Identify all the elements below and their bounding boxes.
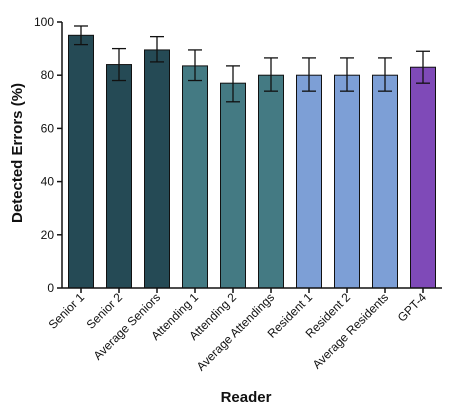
bar	[334, 74, 360, 289]
y-tick-label: 80	[41, 68, 55, 82]
y-tick-label: 20	[41, 228, 55, 242]
y-axis-ticks: 0 20 40 60 80 100	[34, 15, 62, 295]
y-axis-title: Detected Errors (%)	[9, 83, 26, 223]
bars	[68, 34, 436, 289]
bar	[144, 49, 170, 289]
y-tick-label: 0	[47, 281, 54, 295]
bar	[296, 74, 322, 289]
y-tick-label: 100	[34, 15, 54, 29]
bar	[68, 34, 94, 289]
x-axis-title: Reader	[221, 389, 272, 406]
error-bars	[74, 25, 430, 103]
bar	[106, 64, 132, 289]
bar	[220, 82, 246, 289]
x-tick-label: Senior 1	[46, 290, 88, 332]
y-tick-label: 40	[41, 175, 55, 189]
x-tick-label: Average Seniors	[91, 290, 163, 362]
bar	[258, 74, 284, 289]
bar	[372, 74, 398, 289]
bar	[410, 66, 436, 289]
x-tick-label: GPT-4	[395, 290, 430, 325]
bar	[182, 65, 208, 289]
y-tick-label: 60	[41, 121, 55, 135]
